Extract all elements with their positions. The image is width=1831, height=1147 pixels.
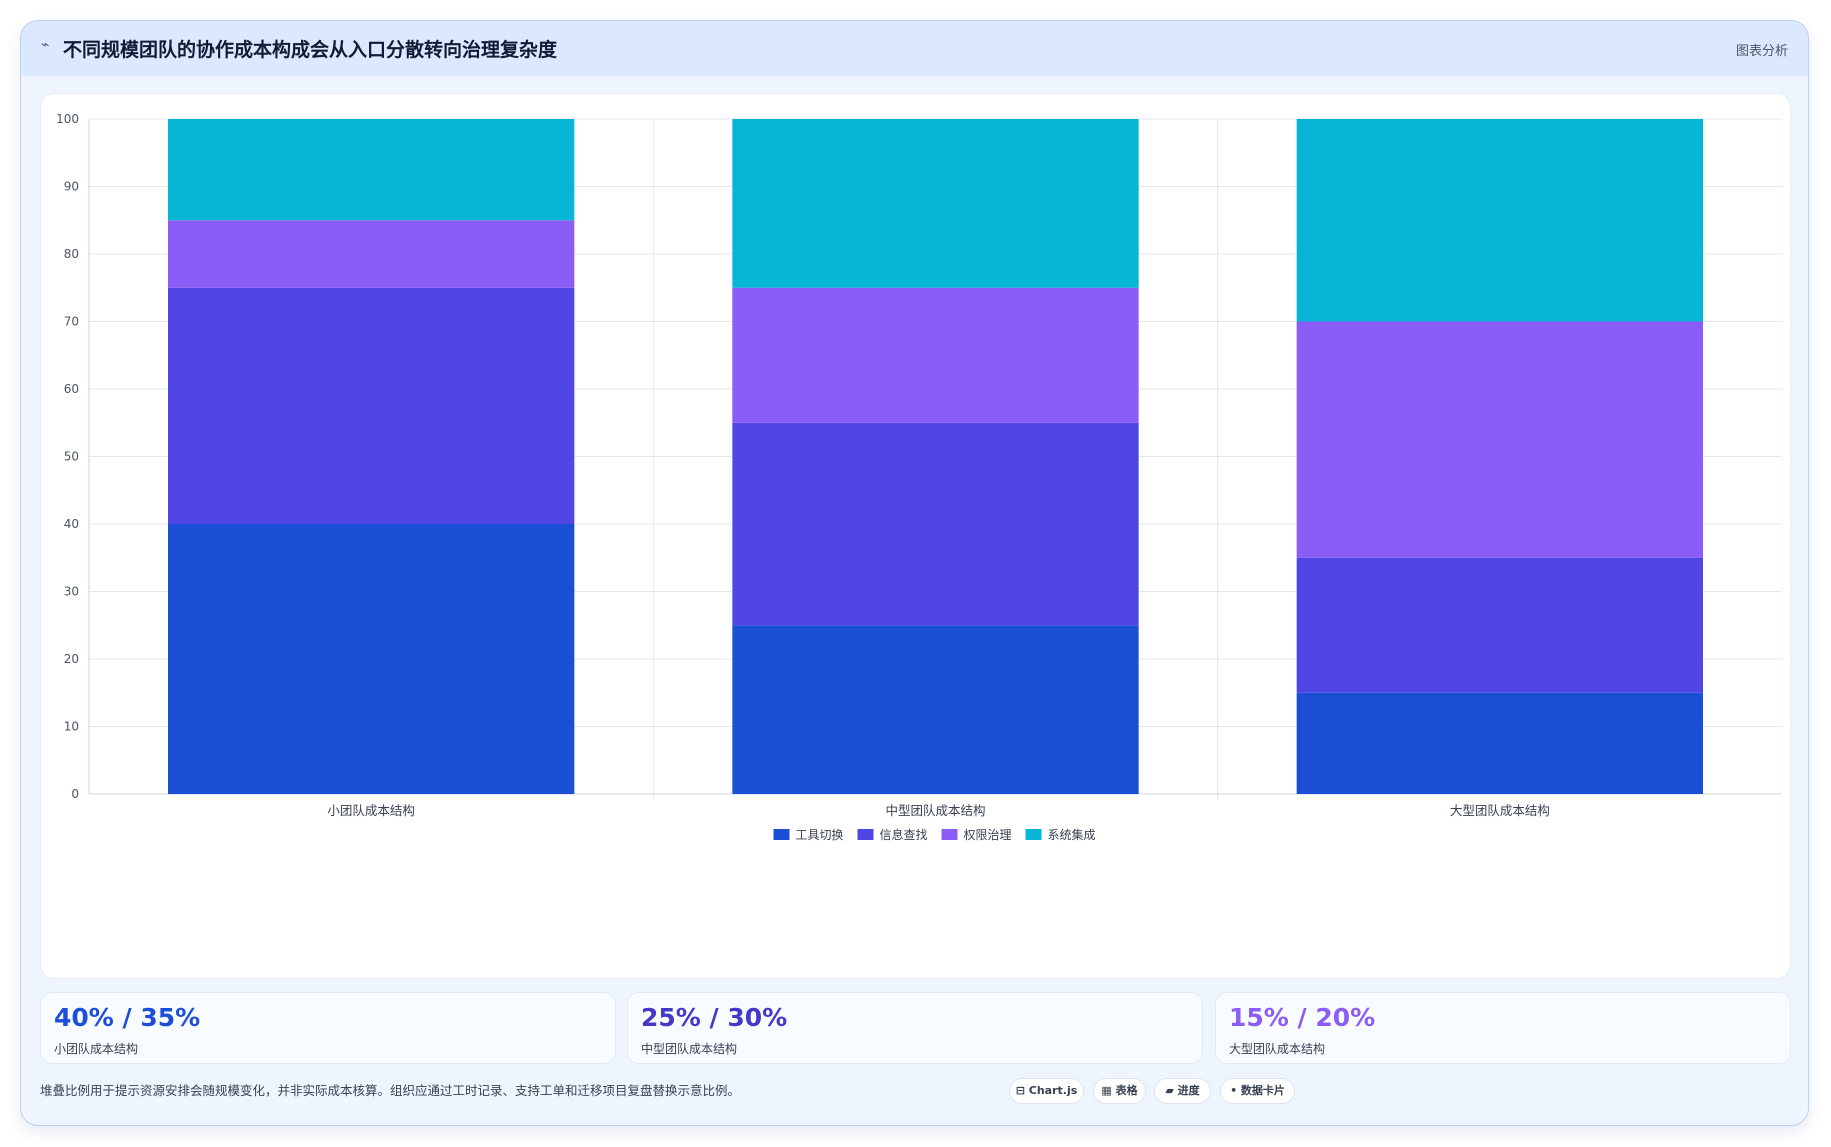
stat-label: 中型团队成本结构 <box>641 1042 738 1056</box>
stat-value: 15% / 20% <box>1229 1003 1376 1032</box>
bar-segment <box>168 524 575 794</box>
bar-segment <box>168 119 575 221</box>
legend-swatch <box>1025 829 1042 840</box>
y-tick-label: 90 <box>64 180 79 194</box>
bar-segment <box>168 220 575 288</box>
y-tick-label: 80 <box>64 247 79 261</box>
y-tick-label: 40 <box>64 517 79 531</box>
y-tick-label: 70 <box>64 315 79 329</box>
footnote: 堆叠比例用于提示资源安排会随规模变化，并非实际成本核算。组织应通过工时记录、支持… <box>40 1083 741 1098</box>
bar-segment <box>1296 119 1703 322</box>
card-header: ⌁ 不同规模团队的协作成本构成会从入口分散转向治理复杂度 图表分析 <box>21 21 1808 76</box>
y-tick-label: 100 <box>56 112 79 126</box>
stat-label: 小团队成本结构 <box>54 1042 139 1056</box>
stat-value: 25% / 30% <box>641 1003 788 1032</box>
x-tick-label: 大型团队成本结构 <box>1450 803 1550 818</box>
y-tick-label: 50 <box>64 450 79 464</box>
y-tick-label: 20 <box>64 652 79 666</box>
y-tick-label: 60 <box>64 382 79 396</box>
stat-value: 40% / 35% <box>54 1003 201 1032</box>
legend-swatch <box>941 829 958 840</box>
page-title: 不同规模团队的协作成本构成会从入口分散转向治理复杂度 <box>63 39 558 61</box>
legend-label: 权限治理 <box>964 828 1012 842</box>
chip-chartjs[interactable]: ⊟ Chart.js <box>1009 1078 1084 1104</box>
stat-card-small: 40% / 35% 小团队成本结构 <box>40 992 616 1064</box>
header-tag: 图表分析 <box>1735 44 1788 59</box>
legend-label: 系统集成 <box>1048 827 1096 842</box>
y-tick-label: 0 <box>71 787 79 801</box>
bar-segment <box>732 287 1139 423</box>
stacked-bar-chart: 0 10 20 30 40 50 60 70 80 90 100 小团队成本结构 中型团队成本结构 大型团… <box>56 112 1782 842</box>
legend-swatch <box>857 829 874 840</box>
chip-data-card[interactable]: • 数据卡片 <box>1220 1078 1295 1104</box>
bar-segment <box>732 422 1139 626</box>
y-tick-label: 10 <box>64 720 79 734</box>
bar-segment <box>168 287 575 524</box>
x-tick-label: 中型团队成本结构 <box>885 803 985 818</box>
chart-panel: 0 10 20 30 40 50 60 70 80 90 100 小团队成本结构 中型团队成本结构 大型团… <box>40 93 1791 979</box>
legend-label: 信息查找 <box>880 827 928 842</box>
chart-card: ⌁ 不同规模团队的协作成本构成会从入口分散转向治理复杂度 图表分析 0 10 20 3… <box>20 20 1809 1126</box>
bar-segment <box>1296 692 1703 794</box>
chart-icon: ⌁ <box>41 37 50 53</box>
legend-label: 工具切换 <box>796 828 844 842</box>
stat-card-medium: 25% / 30% 中型团队成本结构 <box>627 992 1203 1064</box>
bar-segment <box>1296 557 1703 693</box>
bar-segment <box>732 625 1139 794</box>
chip-table[interactable]: ▦ 表格 <box>1093 1078 1146 1104</box>
stat-label: 大型团队成本结构 <box>1229 1042 1326 1056</box>
chip-progress[interactable]: ▰ 进度 <box>1154 1078 1211 1104</box>
legend-swatch <box>773 829 790 840</box>
x-tick-label: 小团队成本结构 <box>327 803 415 818</box>
bar-segment <box>732 119 1139 288</box>
stat-card-large: 15% / 20% 大型团队成本结构 <box>1215 992 1791 1064</box>
y-tick-label: 30 <box>64 585 79 599</box>
bar-segment <box>1296 321 1703 558</box>
